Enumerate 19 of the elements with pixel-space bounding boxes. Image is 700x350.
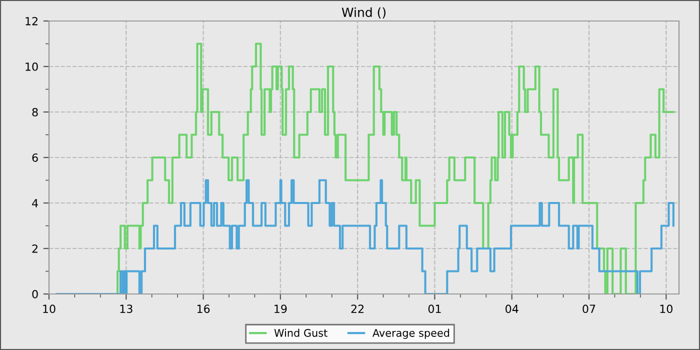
x-tick-label: 19 <box>274 304 287 314</box>
y-tick-label: 12 <box>26 16 38 26</box>
legend-label: Average speed <box>372 328 450 339</box>
y-tick-label: 0 <box>32 290 38 298</box>
x-tick-label: 13 <box>120 304 132 314</box>
x-tick-label: 10 <box>660 304 672 314</box>
x-tick-label: 07 <box>582 304 596 314</box>
legend-label: Wind Gust <box>274 328 328 337</box>
x-tick-label: 16 <box>197 304 210 314</box>
y-tick-label: 10 <box>26 62 38 71</box>
x-tick-label: 22 <box>351 304 364 313</box>
y-tick-label: 4 <box>32 199 38 208</box>
y-tick-label: 2 <box>32 244 38 253</box>
x-tick-label: 10 <box>43 304 56 314</box>
x-tick-label: 01 <box>428 304 441 314</box>
x-tick-label: 04 <box>506 304 518 314</box>
chart-title: Wind () <box>342 7 386 18</box>
y-tick-label: 6 <box>32 153 38 162</box>
y-tick-label: 8 <box>32 108 38 116</box>
